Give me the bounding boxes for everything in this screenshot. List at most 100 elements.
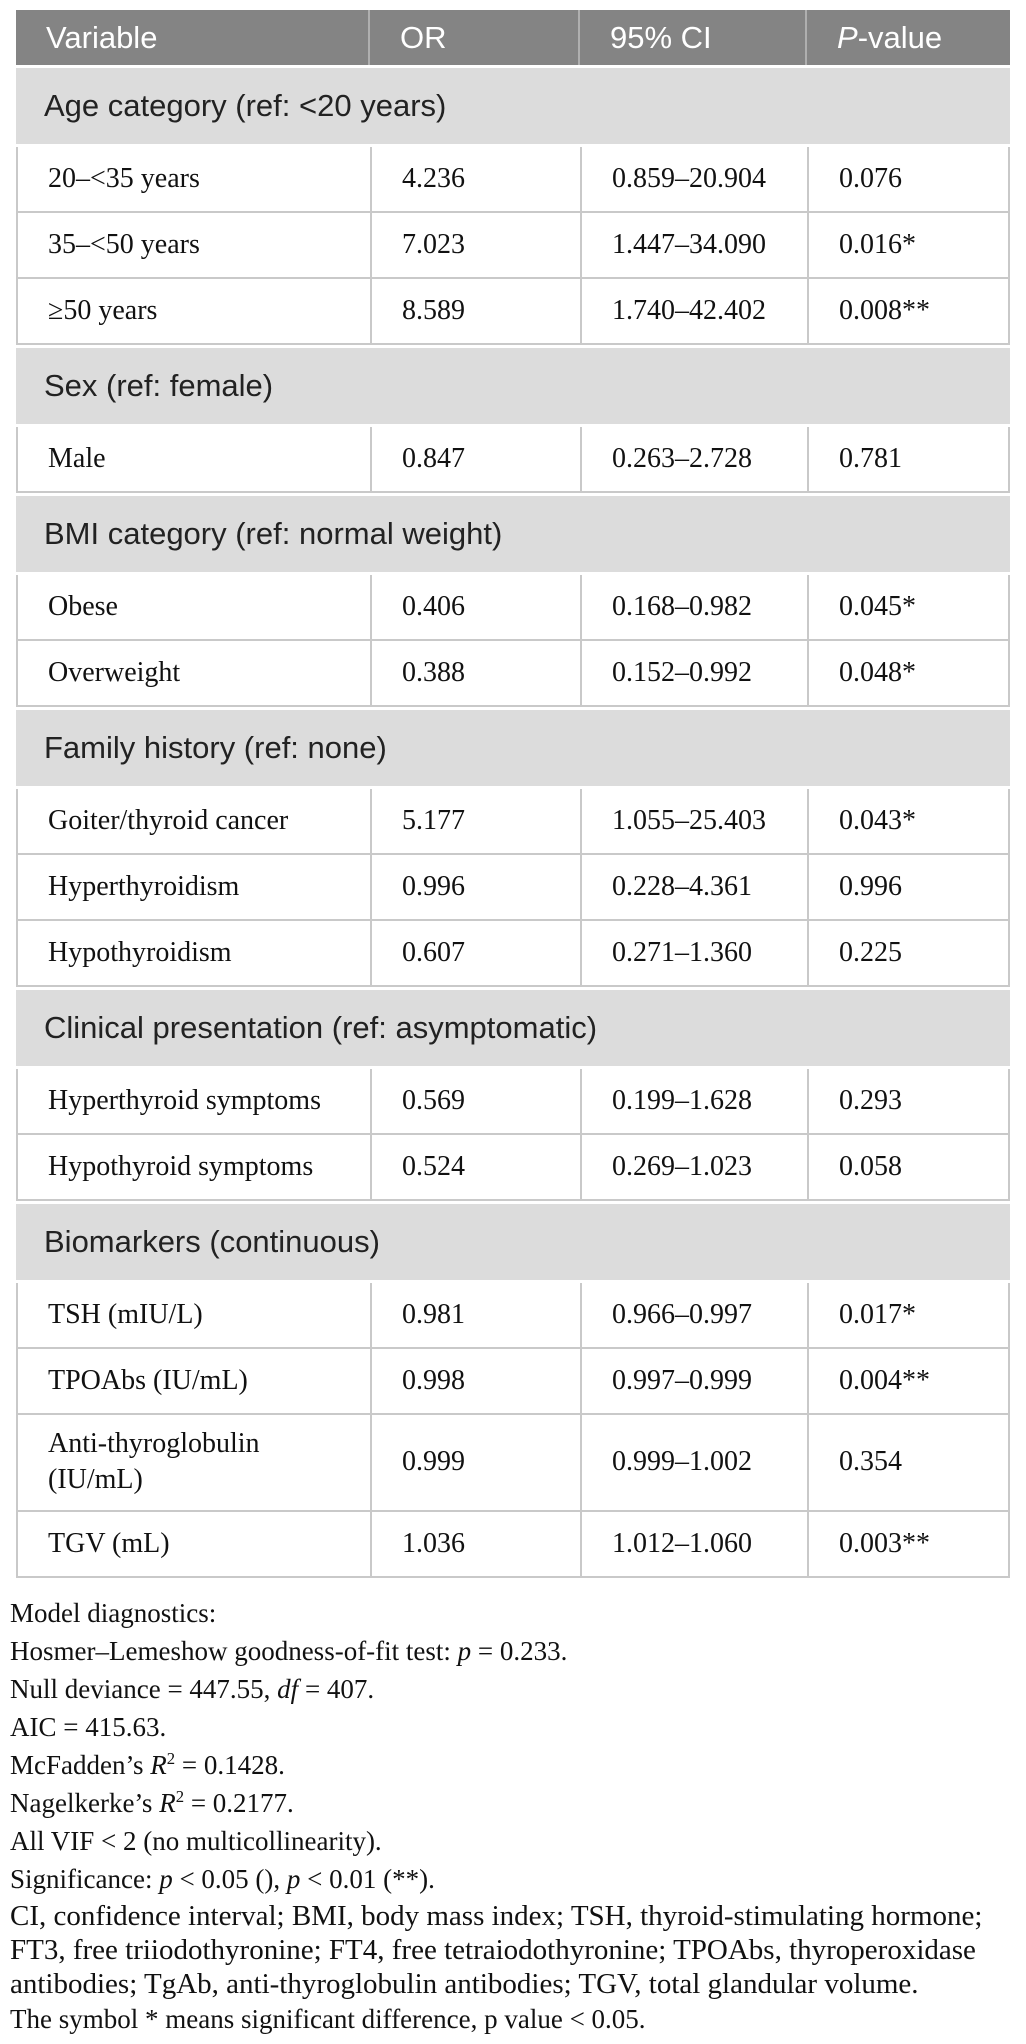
- footnote-line: Nagelkerke’s R2 = 0.2177.: [10, 1786, 294, 1818]
- table-cell-variable: Overweight: [48, 656, 181, 688]
- table-row: TSH (mIU/L) 0.981 0.966–0.997 0.017*: [16, 1283, 1010, 1349]
- table-cell-p: 0.043*: [807, 789, 1012, 853]
- table-cell-ci: 1.447–34.090: [580, 213, 807, 277]
- table-row: Hyperthyroidism 0.996 0.228–4.361 0.996: [16, 855, 1010, 921]
- table-cell-ci: 1.012–1.060: [580, 1511, 807, 1576]
- table-cell-p: 0.058: [807, 1135, 1012, 1199]
- table-cell-ci: 1.055–25.403: [580, 789, 807, 853]
- table-cell-ci: 0.263–2.728: [580, 427, 807, 491]
- table-cell-or: 7.023: [370, 213, 580, 277]
- table-cell-variable: Anti-thyroglobulin (IU/mL): [48, 1428, 260, 1496]
- table-cell-or: 1.036: [370, 1511, 580, 1576]
- table-cell-variable: 35–<50 years: [48, 228, 200, 260]
- table-cell-ci: 0.999–1.002: [580, 1415, 807, 1510]
- table-cell-p: 0.048*: [807, 641, 1012, 705]
- table-cell-ci: 0.199–1.628: [580, 1069, 807, 1133]
- table-cell-ci: 1.740–42.402: [580, 279, 807, 343]
- table-cell-variable: TPOAbs (IU/mL): [48, 1364, 248, 1396]
- table-row: Overweight 0.388 0.152–0.992 0.048*: [16, 641, 1010, 707]
- table-cell-ci: 0.271–1.360: [580, 921, 807, 985]
- table-cell-or: 8.589: [370, 279, 580, 343]
- table-cell-variable: Hypothyroidism: [48, 936, 232, 968]
- column-header: P -value: [805, 10, 1010, 65]
- table-row: TPOAbs (IU/mL) 0.998 0.997–0.999 0.004**: [16, 1349, 1010, 1415]
- table-cell-or: 0.406: [370, 575, 580, 639]
- footnote-line: The symbol * means significant differenc…: [10, 2003, 646, 2034]
- footnote-line: McFadden’s R2 = 0.1428.: [10, 1748, 285, 1780]
- table-cell-p: 0.293: [807, 1069, 1012, 1133]
- table-cell-p: 0.996: [807, 855, 1012, 919]
- table-cell-or: 0.847: [370, 427, 580, 491]
- table-cell-ci: 0.859–20.904: [580, 147, 807, 211]
- column-header: Variable: [46, 19, 158, 55]
- footnote-line: CI, confidence interval; BMI, body mass …: [10, 1899, 983, 2000]
- table-row: Hypothyroid symptoms 0.524 0.269–1.023 0.05…: [16, 1135, 1010, 1201]
- footnote-line: AIC = 415.63.: [10, 1711, 167, 1742]
- table-cell-variable: Hypothyroid symptoms: [48, 1150, 314, 1182]
- table-cell-or: 0.388: [370, 641, 580, 705]
- column-header: OR: [368, 10, 578, 65]
- table-cell-p: 0.003**: [807, 1511, 1012, 1576]
- table-cell-p: 0.354: [807, 1415, 1012, 1510]
- table-cell-or: 0.996: [370, 855, 580, 919]
- section-row: BMI category (ref: normal weight): [16, 493, 1010, 575]
- section-row: Age category (ref: <20 years): [16, 65, 1010, 147]
- table-cell-p: 0.781: [807, 427, 1012, 491]
- section-row: Biomarkers (continuous): [16, 1201, 1010, 1283]
- table-row: Male 0.847 0.263–2.728 0.781: [16, 427, 1010, 493]
- table-cell-p: 0.045*: [807, 575, 1012, 639]
- table-cell-ci: 0.269–1.023: [580, 1135, 807, 1199]
- table-cell-or: 0.524: [370, 1135, 580, 1199]
- table-cell-variable: Obese: [48, 590, 118, 622]
- section-row: Family history (ref: none): [16, 707, 1010, 789]
- table-cell-ci: 0.228–4.361: [580, 855, 807, 919]
- footnote-line: Null deviance = 447.55, df = 407.: [10, 1673, 375, 1704]
- table-cell-variable: Hyperthyroid symptoms: [48, 1084, 321, 1116]
- table-cell-variable: Goiter/thyroid cancer: [48, 804, 289, 836]
- table-row: TGV (mL) 1.036 1.012–1.060 0.003**: [16, 1511, 1012, 1578]
- table-body: Age category (ref: <20 years) 20–<35 year…: [16, 65, 1010, 1578]
- table-cell-variable: TSH (mIU/L): [48, 1298, 203, 1330]
- table-cell-p: 0.008**: [807, 279, 1012, 343]
- table-cell-p: 0.016*: [807, 213, 1012, 277]
- table-row: 20–<35 years 4.236 0.859–20.904 0.076: [16, 147, 1010, 213]
- table-cell-p: 0.004**: [807, 1349, 1012, 1413]
- table-cell-ci: 0.997–0.999: [580, 1349, 807, 1413]
- table-cell-or: 0.981: [370, 1283, 580, 1347]
- section-row: Sex (ref: female): [16, 345, 1010, 427]
- footnote-line: Significance: p < 0.05 (), p < 0.01 (**)…: [10, 1863, 435, 1894]
- table-cell-variable: 20–<35 years: [48, 162, 200, 194]
- table-cell-or: 0.999: [370, 1415, 580, 1510]
- regression-table: Variable OR 95% CI P -value Age category (re…: [16, 10, 1010, 1578]
- table-cell-variable: TGV (mL): [48, 1527, 170, 1559]
- table-cell-ci: 0.966–0.997: [580, 1283, 807, 1347]
- table-cell-ci: 0.168–0.982: [580, 575, 807, 639]
- table-cell-p: 0.076: [807, 147, 1012, 211]
- table-row: Anti-thyroglobulin (IU/mL) 0.999 0.999–1.0…: [16, 1415, 1010, 1512]
- section-row: Clinical presentation (ref: asymptomatic…: [16, 987, 1010, 1069]
- column-header: 95% CI: [578, 10, 805, 65]
- table-cell-or: 5.177: [370, 789, 580, 853]
- table-cell-variable: Hyperthyroidism: [48, 870, 240, 902]
- table-row: Hypothyroidism 0.607 0.271–1.360 0.225: [16, 921, 1010, 987]
- table-cell-p: 0.017*: [807, 1283, 1012, 1347]
- table-cell-variable: Male: [48, 442, 106, 474]
- table-row: 35–<50 years 7.023 1.447–34.090 0.016*: [16, 213, 1010, 279]
- table-row: Hyperthyroid symptoms 0.569 0.199–1.628 0.2…: [16, 1069, 1010, 1135]
- footnote-line: Hosmer–Lemeshow goodness-of-fit test: p …: [10, 1635, 568, 1666]
- table-row: Obese 0.406 0.168–0.982 0.045*: [16, 575, 1010, 641]
- table-cell-or: 0.998: [370, 1349, 580, 1413]
- table-cell-or: 0.569: [370, 1069, 580, 1133]
- table-cell-p: 0.225: [807, 921, 1012, 985]
- table-row: Goiter/thyroid cancer 5.177 1.055–25.403 0.…: [16, 789, 1010, 855]
- table-header-row: Variable OR 95% CI P -value: [16, 10, 1010, 65]
- table-cell-or: 4.236: [370, 147, 580, 211]
- table-row: ≥50 years 8.589 1.740–42.402 0.008**: [16, 279, 1010, 345]
- table-footnotes: Model diagnostics: Hosmer–Lemeshow goodne…: [10, 1594, 1010, 2036]
- table-cell-or: 0.607: [370, 921, 580, 985]
- table-cell-ci: 0.152–0.992: [580, 641, 807, 705]
- footnote-line: All VIF < 2 (no multicollinearity).: [10, 1825, 382, 1856]
- footnote-line: Model diagnostics:: [10, 1597, 217, 1628]
- table-cell-variable: ≥50 years: [48, 294, 158, 326]
